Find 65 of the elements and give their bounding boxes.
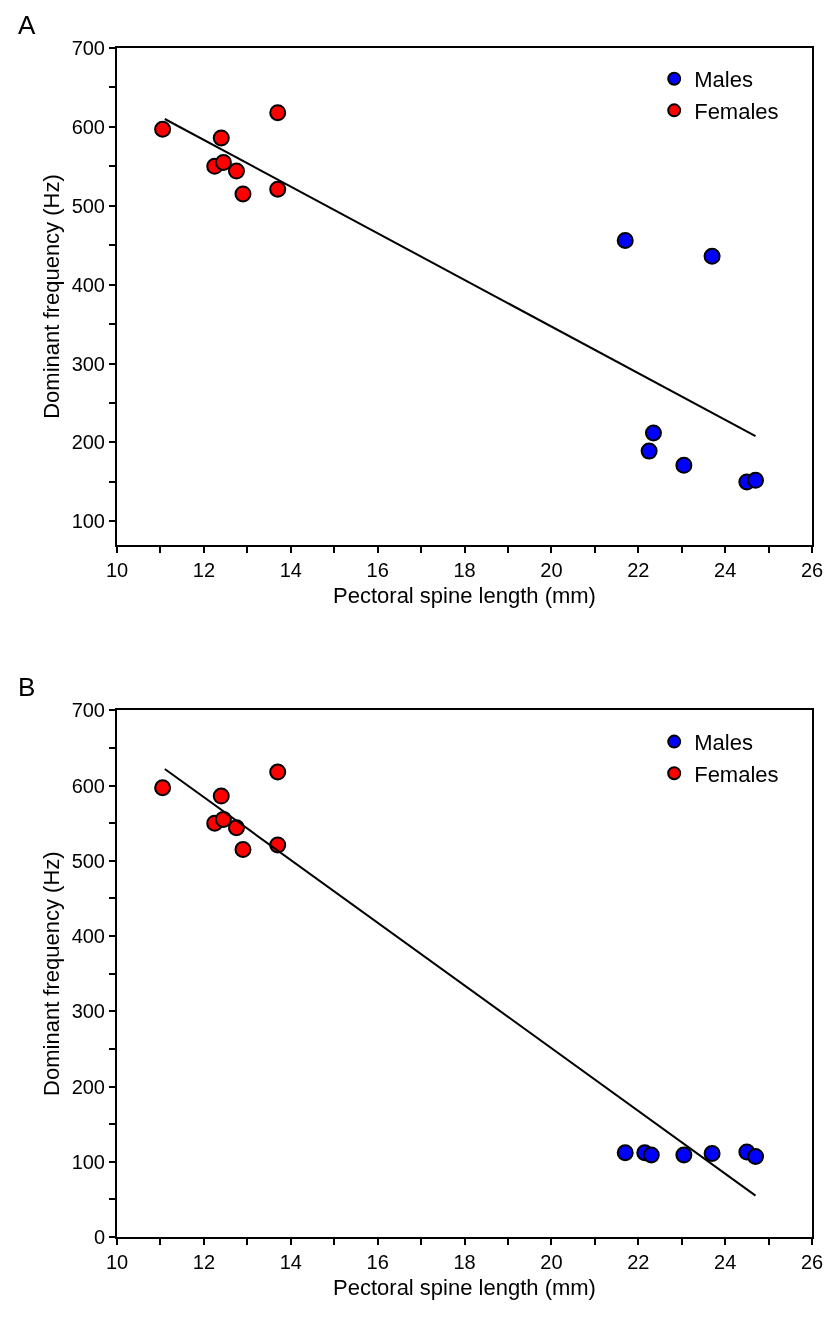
y-tick-label: 300 [71, 1000, 105, 1023]
text: B [18, 672, 36, 702]
point [616, 231, 634, 249]
point [747, 1147, 765, 1165]
y-tick-label: 200 [71, 1075, 105, 1098]
point [640, 442, 658, 460]
x-tick-label: 26 [800, 559, 824, 581]
x-axis-title: Pectoral spine length (mm) [333, 583, 596, 609]
text: A [18, 10, 36, 40]
y-tick-label: 400 [71, 273, 105, 296]
x-tick-label: 18 [453, 559, 476, 581]
y-tick-label: 700 [71, 37, 105, 59]
x-tick-label: 14 [279, 559, 302, 581]
y-tick-label: 300 [71, 352, 105, 375]
legend-label: Males [694, 67, 753, 93]
point [642, 1146, 660, 1164]
point [675, 456, 693, 474]
point [269, 763, 287, 781]
x-tick-label: 24 [714, 559, 737, 581]
y-tick-label: 700 [71, 699, 105, 722]
x-tick-label: 18 [453, 1251, 476, 1273]
point [234, 185, 252, 203]
x-tick-label: 20 [540, 1251, 563, 1273]
point [154, 120, 172, 138]
y-tick-label: 100 [71, 1150, 105, 1173]
y-axis-title: Dominant frequency (Hz) [38, 851, 64, 1096]
y-tick-label: 200 [71, 431, 105, 454]
point [269, 180, 287, 198]
point [269, 104, 287, 122]
y-tick-label: 600 [71, 115, 105, 138]
x-tick-label: 26 [800, 1251, 824, 1273]
y-tick-label: 500 [71, 194, 105, 217]
y-tick-label: 500 [71, 849, 105, 872]
x-tick-label: 12 [192, 1251, 216, 1273]
point [703, 1144, 721, 1162]
point [212, 787, 230, 805]
x-tick-label: 24 [714, 1251, 737, 1273]
point [214, 153, 232, 171]
y-tick-label: 600 [71, 774, 105, 797]
y-tick-label: 100 [71, 510, 105, 533]
point [644, 424, 662, 442]
x-tick-label: 22 [627, 1251, 650, 1273]
point [234, 840, 252, 858]
x-tick-label: 16 [366, 1251, 389, 1273]
point [227, 162, 245, 180]
point [675, 1146, 693, 1164]
x-tick-label: 20 [540, 559, 563, 581]
x-tick-label: 10 [105, 1251, 129, 1273]
point [703, 247, 721, 265]
x-tick-label: 10 [105, 559, 129, 581]
y-tick-label: 400 [71, 925, 105, 948]
y-tick-label: 0 [93, 1226, 105, 1248]
point [747, 471, 765, 489]
legend-label: Males [694, 730, 753, 756]
x-tick-label: 22 [627, 559, 650, 581]
point [616, 1144, 634, 1162]
x-tick-label: 12 [192, 559, 216, 581]
y-axis-title: Dominant frequency (Hz) [38, 174, 64, 419]
legend-label: Females [694, 98, 779, 124]
x-axis-title: Pectoral spine length (mm) [333, 1275, 596, 1301]
point [154, 779, 172, 797]
legend-label: Females [694, 761, 779, 787]
point [212, 129, 230, 147]
x-tick-label: 14 [279, 1251, 302, 1273]
x-tick-label: 16 [366, 559, 389, 581]
